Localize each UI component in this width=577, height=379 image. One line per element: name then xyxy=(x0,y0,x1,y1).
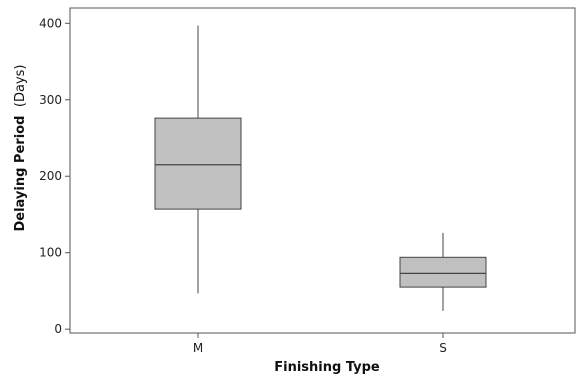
y-axis: 0 100 200 300 400 xyxy=(39,16,70,336)
x-tick-label-S: S xyxy=(439,341,447,355)
x-tick-label-M: M xyxy=(193,341,203,355)
box-M xyxy=(154,25,242,294)
box-S xyxy=(399,232,487,311)
boxes-group xyxy=(154,25,487,311)
iqr-box-S xyxy=(399,256,487,288)
y-axis-title-main: Delaying Period xyxy=(13,116,28,232)
y-axis-title-unit: (Days) xyxy=(13,64,28,107)
y-axis-title: Delaying Period (Days) xyxy=(13,64,28,231)
x-axis-title: Finishing Type xyxy=(274,360,380,375)
plot-area-frame xyxy=(69,7,576,334)
y-tick-label-100: 100 xyxy=(39,246,62,260)
iqr-box-M xyxy=(154,117,242,210)
y-tick-label-0: 0 xyxy=(54,322,62,336)
y-tick-label-300: 300 xyxy=(39,93,62,107)
y-tick-label-400: 400 xyxy=(39,16,62,30)
y-tick-label-200: 200 xyxy=(39,169,62,183)
